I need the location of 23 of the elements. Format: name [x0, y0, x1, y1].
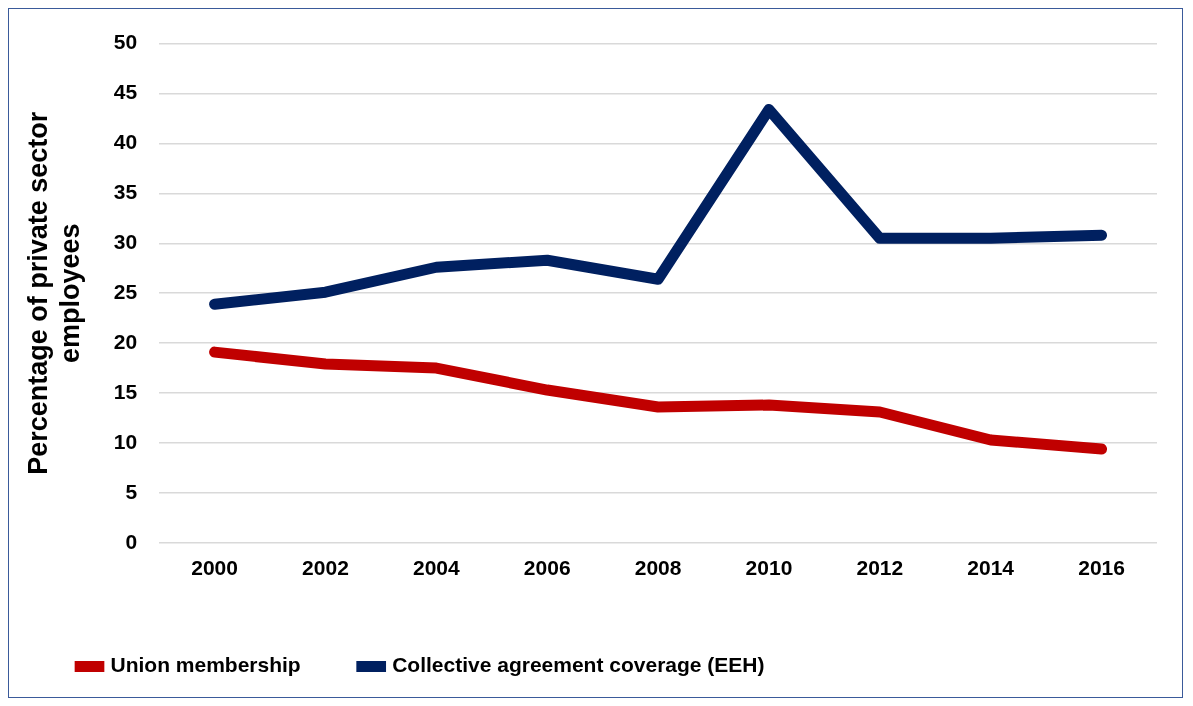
y-tick-label: 0 [125, 529, 138, 553]
y-tick-label: 15 [113, 379, 138, 403]
y-tick-label: 5 [125, 479, 138, 503]
legend-label: Collective agreement coverage (EEH) [392, 653, 765, 677]
y-tick-label: 30 [113, 230, 138, 254]
x-tick-label: 2010 [745, 556, 793, 580]
y-tick-label: 45 [113, 80, 138, 104]
y-axis-title: Percentage of private sector employees [22, 111, 86, 475]
legend-label: Union membership [110, 653, 301, 677]
x-tick-label: 2006 [523, 556, 571, 580]
y-tick-label: 35 [113, 180, 138, 204]
x-tick-label: 2016 [1078, 556, 1125, 580]
x-tick-label: 2002 [302, 556, 349, 580]
x-tick-label: 2008 [634, 556, 682, 580]
y-tick-label: 10 [113, 429, 138, 453]
x-tick-label: 2000 [191, 556, 238, 580]
x-tick-label: 2004 [412, 556, 461, 580]
y-tick-label: 20 [113, 329, 138, 353]
y-tick-label: 40 [113, 130, 138, 154]
y-tick-label: 50 [113, 30, 138, 54]
x-tick-label: 2012 [856, 556, 904, 580]
y-tick-label: 25 [113, 280, 138, 303]
x-tick-label: 2014 [967, 556, 1015, 580]
